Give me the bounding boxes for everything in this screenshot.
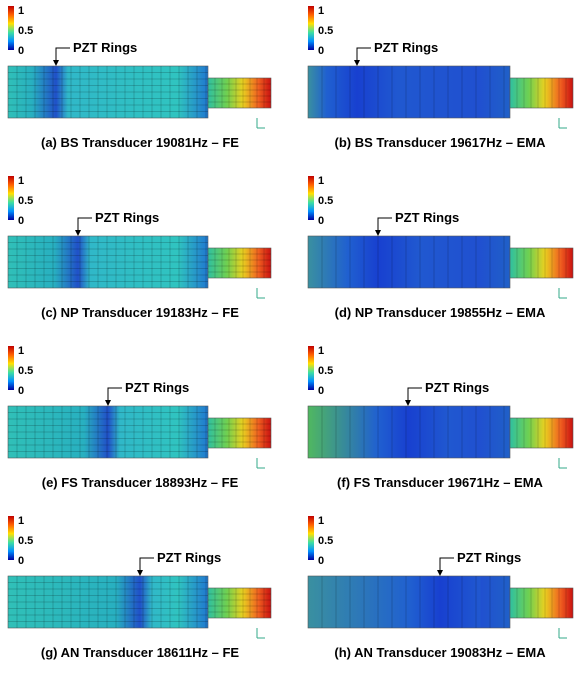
transducer-neck bbox=[207, 77, 272, 109]
transducer-body bbox=[307, 235, 511, 289]
colorbar bbox=[8, 346, 14, 390]
panel: 1 0.5 0 PZT Rings (c) NP Transducer 19183Hz … bbox=[7, 175, 272, 320]
axis-triad bbox=[558, 118, 567, 129]
transducer-body bbox=[307, 575, 511, 629]
axis-triad bbox=[256, 288, 265, 299]
transducer-body bbox=[307, 405, 511, 459]
arrowhead bbox=[375, 230, 381, 236]
arrowhead bbox=[75, 230, 81, 236]
colorbar-tick-label: 0 bbox=[18, 215, 24, 227]
annotation: PZT Rings bbox=[374, 40, 438, 55]
annotation-leader bbox=[356, 47, 371, 62]
annotation-leader bbox=[55, 47, 70, 62]
caption: (b) BS Transducer 19617Hz – EMA bbox=[335, 135, 547, 150]
annotation: PZT Rings bbox=[95, 210, 159, 225]
arrowhead bbox=[437, 570, 443, 576]
annotation: PZT Rings bbox=[125, 380, 189, 395]
colorbar-tick-label: 1 bbox=[18, 345, 24, 357]
arrowhead bbox=[354, 60, 360, 66]
colorbar-tick-label: 0.5 bbox=[318, 535, 333, 547]
annotation: PZT Rings bbox=[395, 210, 459, 225]
colorbar-tick-label: 0.5 bbox=[18, 195, 33, 207]
panel: 1 0.5 0 PZT Rings (e) FS Transducer 18893Hz … bbox=[7, 345, 272, 490]
transducer-body bbox=[7, 235, 209, 289]
caption: (a) BS Transducer 19081Hz – FE bbox=[41, 135, 239, 150]
colorbar bbox=[8, 516, 14, 560]
caption: (c) NP Transducer 19183Hz – FE bbox=[41, 305, 239, 320]
transducer-body bbox=[307, 65, 511, 119]
panel: 1 0.5 0 PZT Rings (h) AN Transducer 19083Hz … bbox=[307, 515, 574, 660]
colorbar-tick-label: 0.5 bbox=[318, 365, 333, 377]
colorbar-tick-label: 0.5 bbox=[18, 25, 33, 37]
annotation: PZT Rings bbox=[73, 40, 137, 55]
colorbar-tick-label: 0.5 bbox=[18, 365, 33, 377]
axis-triad bbox=[256, 628, 265, 639]
transducer-body bbox=[7, 575, 209, 629]
annotation-leader bbox=[439, 557, 454, 572]
axis-triad bbox=[558, 628, 567, 639]
colorbar-tick-label: 0.5 bbox=[318, 25, 333, 37]
transducer-neck bbox=[509, 587, 574, 619]
panel: 1 0.5 0 PZT Rings (g) AN Transducer 18611Hz … bbox=[7, 515, 272, 660]
colorbar-tick-label: 0.5 bbox=[318, 195, 333, 207]
annotation-leader bbox=[77, 217, 92, 232]
colorbar-tick-label: 1 bbox=[18, 5, 24, 17]
colorbar-tick-label: 0 bbox=[318, 555, 324, 567]
colorbar-tick-label: 0 bbox=[318, 45, 324, 57]
colorbar bbox=[308, 176, 314, 220]
transducer-neck bbox=[509, 247, 574, 279]
caption: (g) AN Transducer 18611Hz – FE bbox=[41, 645, 240, 660]
colorbar bbox=[308, 516, 314, 560]
axis-triad bbox=[558, 458, 567, 469]
transducer-neck bbox=[509, 417, 574, 449]
annotation: PZT Rings bbox=[457, 550, 521, 565]
transducer-body bbox=[7, 65, 209, 119]
colorbar-tick-label: 1 bbox=[318, 345, 324, 357]
caption: (d) NP Transducer 19855Hz – EMA bbox=[335, 305, 546, 320]
annotation-leader bbox=[107, 387, 122, 402]
axis-triad bbox=[558, 288, 567, 299]
colorbar bbox=[8, 176, 14, 220]
annotation: PZT Rings bbox=[157, 550, 221, 565]
colorbar-tick-label: 0 bbox=[18, 45, 24, 57]
panel: 1 0.5 0 PZT Rings (b) BS Transducer 19617Hz … bbox=[307, 5, 574, 150]
colorbar bbox=[308, 6, 314, 50]
transducer-neck bbox=[509, 77, 574, 109]
caption: (h) AN Transducer 19083Hz – EMA bbox=[334, 645, 546, 660]
colorbar-tick-label: 0.5 bbox=[18, 535, 33, 547]
colorbar-tick-label: 0 bbox=[18, 385, 24, 397]
arrowhead bbox=[405, 400, 411, 406]
caption: (e) FS Transducer 18893Hz – FE bbox=[42, 475, 239, 490]
panel: 1 0.5 0 PZT Rings (d) NP Transducer 19855Hz … bbox=[307, 175, 574, 320]
annotation: PZT Rings bbox=[425, 380, 489, 395]
colorbar-tick-label: 1 bbox=[18, 515, 24, 527]
colorbar-tick-label: 0 bbox=[318, 385, 324, 397]
colorbar-tick-label: 1 bbox=[318, 175, 324, 187]
annotation-leader bbox=[407, 387, 422, 402]
colorbar-tick-label: 0 bbox=[18, 555, 24, 567]
colorbar bbox=[308, 346, 314, 390]
arrowhead bbox=[105, 400, 111, 406]
arrowhead bbox=[53, 60, 59, 66]
transducer-neck bbox=[207, 417, 272, 449]
colorbar-tick-label: 0 bbox=[318, 215, 324, 227]
colorbar bbox=[8, 6, 14, 50]
axis-triad bbox=[256, 118, 265, 129]
transducer-neck bbox=[207, 587, 272, 619]
caption: (f) FS Transducer 19671Hz – EMA bbox=[337, 475, 544, 490]
annotation-leader bbox=[377, 217, 392, 232]
panel: 1 0.5 0 PZT Rings (a) BS Transducer 19081Hz … bbox=[7, 5, 272, 150]
annotation-leader bbox=[139, 557, 154, 572]
transducer-neck bbox=[207, 247, 272, 279]
colorbar-tick-label: 1 bbox=[318, 515, 324, 527]
panel: 1 0.5 0 PZT Rings (f) FS Transducer 19671Hz … bbox=[307, 345, 574, 490]
colorbar-tick-label: 1 bbox=[18, 175, 24, 187]
colorbar-tick-label: 1 bbox=[318, 5, 324, 17]
axis-triad bbox=[256, 458, 265, 469]
arrowhead bbox=[137, 570, 143, 576]
